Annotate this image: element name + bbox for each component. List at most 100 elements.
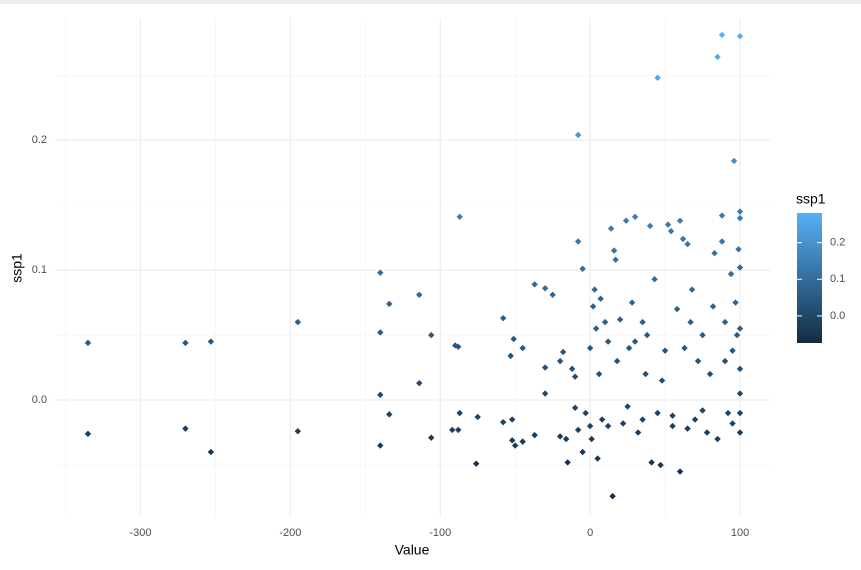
point: [592, 325, 600, 332]
point: [732, 299, 739, 306]
point: [598, 416, 606, 423]
point: [613, 357, 621, 365]
point: [579, 448, 586, 456]
point: [508, 437, 516, 444]
point: [519, 438, 526, 445]
point: [714, 53, 721, 61]
point: [667, 227, 675, 235]
point: [541, 364, 549, 371]
point: [676, 468, 684, 475]
point: [628, 299, 636, 306]
point: [589, 303, 597, 310]
point: [601, 318, 609, 326]
point: [691, 416, 699, 423]
point: [416, 379, 423, 387]
point: [416, 291, 423, 298]
point: [377, 391, 384, 399]
point: [595, 370, 603, 378]
point: [733, 331, 741, 339]
point: [556, 357, 564, 365]
point: [609, 493, 616, 500]
point: [607, 225, 615, 232]
point: [664, 221, 672, 228]
point: [711, 250, 718, 257]
point: [594, 455, 601, 462]
point: [703, 429, 711, 436]
point: [449, 426, 456, 434]
point: [84, 339, 92, 347]
x-tick-label: 100: [731, 527, 749, 539]
point: [658, 377, 666, 384]
point: [625, 344, 633, 352]
point: [646, 222, 654, 230]
point: [519, 344, 526, 352]
point: [456, 409, 463, 417]
point: [510, 335, 517, 343]
point: [604, 422, 612, 430]
point: [724, 409, 732, 417]
x-axis-title: Value: [395, 542, 430, 558]
point: [531, 431, 538, 439]
point: [699, 407, 706, 414]
point: [727, 270, 735, 278]
point: [654, 74, 661, 81]
point: [642, 370, 649, 378]
point: [631, 213, 639, 221]
x-tick-label: 0: [587, 527, 593, 539]
point: [651, 275, 658, 283]
point: [579, 265, 586, 272]
point: [681, 344, 688, 352]
point: [455, 343, 462, 350]
point: [648, 459, 655, 466]
point: [687, 318, 694, 326]
y-axis-title: ssp1: [9, 253, 25, 283]
point: [721, 357, 729, 365]
point: [736, 214, 744, 222]
point: [377, 269, 384, 276]
toolbar-strip: [0, 0, 861, 4]
point: [624, 403, 631, 410]
point: [386, 300, 393, 308]
point: [574, 426, 582, 434]
point: [679, 235, 687, 243]
point: [591, 286, 598, 293]
point: [499, 418, 507, 426]
point: [684, 425, 691, 432]
point: [473, 460, 480, 467]
point: [571, 404, 579, 412]
point: [736, 365, 744, 373]
point: [616, 316, 624, 323]
point: [706, 370, 714, 378]
point: [736, 390, 744, 397]
point: [688, 286, 696, 293]
colorbar: [797, 213, 822, 343]
point: [377, 329, 384, 336]
point: [182, 425, 189, 432]
point: [694, 357, 702, 365]
point: [207, 338, 215, 345]
point: [718, 238, 726, 245]
point: [541, 285, 549, 292]
y-tick-label: 0.0: [32, 394, 47, 406]
point: [586, 422, 594, 430]
point: [428, 331, 435, 339]
x-tick-label: -300: [129, 527, 151, 539]
point: [586, 344, 594, 352]
point: [207, 448, 215, 456]
point: [84, 430, 92, 438]
point: [568, 365, 576, 373]
point: [571, 373, 579, 380]
point: [718, 31, 726, 39]
point: [294, 428, 302, 435]
point: [588, 435, 595, 443]
point: [182, 339, 189, 347]
point: [735, 246, 742, 253]
point: [736, 264, 744, 271]
point: [730, 157, 738, 165]
point: [604, 338, 612, 345]
point: [294, 318, 302, 326]
point: [619, 420, 627, 427]
point: [639, 416, 646, 423]
point: [456, 213, 463, 221]
